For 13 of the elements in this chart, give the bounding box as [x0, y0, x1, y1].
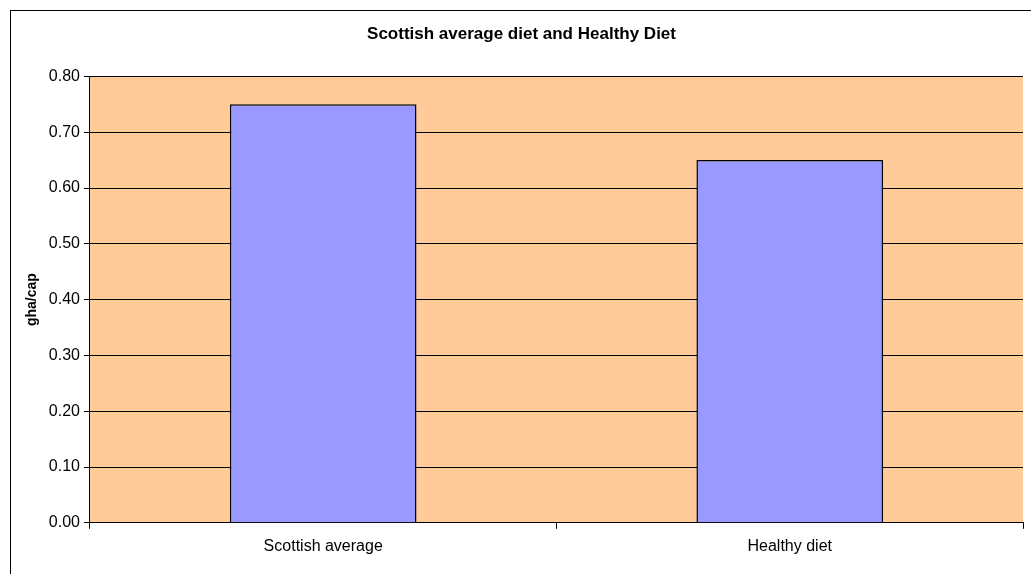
- y-tick-label: 0.10: [48, 457, 81, 475]
- y-tick-label: 0.30: [48, 345, 81, 363]
- y-axis-title: gha/cap: [23, 273, 40, 327]
- y-tick-label: 0.40: [48, 290, 81, 308]
- chart-title: Scottish average diet and Healthy Diet: [367, 23, 677, 43]
- y-tick-label: 0.00: [48, 513, 81, 531]
- y-tick-label: 0.60: [48, 178, 81, 196]
- y-tick-label: 0.50: [48, 234, 81, 252]
- y-tick-label: 0.80: [48, 66, 81, 84]
- y-tick-label: 0.70: [48, 122, 81, 140]
- y-tick-label: 0.20: [48, 401, 81, 419]
- x-tick-label: Healthy diet: [747, 536, 833, 554]
- x-tick-label: Scottish average: [263, 536, 383, 554]
